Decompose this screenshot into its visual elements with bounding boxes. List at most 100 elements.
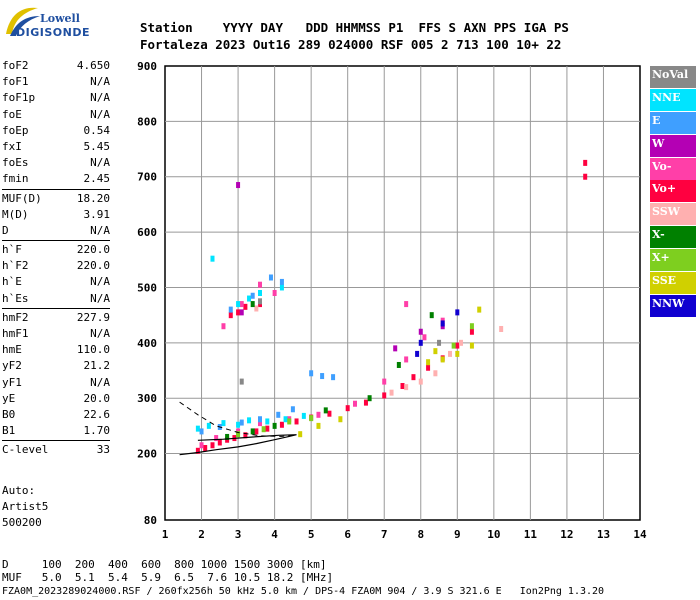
- logo-text-lowell: Lowell: [40, 12, 80, 25]
- data-point-vo-: [411, 374, 416, 381]
- data-point-x-: [261, 426, 266, 433]
- distance-row: D 100 200 400 600 800 1000 1500 3000 [km…: [2, 558, 327, 571]
- y-tick-label: 800: [137, 115, 157, 128]
- parameter-row: foF2 4.650: [2, 58, 110, 74]
- parameter-value: 5.45: [83, 139, 111, 153]
- legend-item-nne: NNE: [650, 88, 696, 111]
- data-point-vo-: [265, 425, 270, 432]
- x-tick-label: 7: [381, 528, 388, 541]
- data-point-sse: [469, 342, 474, 349]
- legend-item-sse: SSE: [650, 272, 696, 295]
- data-point-vo-: [294, 418, 299, 425]
- parameter-row: C-level 33: [2, 442, 110, 458]
- data-point-vo-: [400, 383, 405, 390]
- header-line-values: Fortaleza 2023 Out16 289 024000 RSF 005 …: [140, 37, 562, 52]
- data-point-sse: [426, 359, 431, 366]
- parameter-name: foEp: [2, 123, 29, 137]
- parameter-name: M(D): [2, 207, 29, 221]
- parameter-name: foF2: [2, 59, 29, 72]
- data-point-x-: [469, 323, 474, 330]
- parameter-value: 1.70: [83, 424, 111, 438]
- data-point-x-: [250, 428, 255, 435]
- data-point-ssw: [254, 305, 259, 312]
- x-tick-label: 9: [454, 528, 461, 541]
- muf-row: MUF 5.0 5.1 5.4 5.9 6.5 7.6 10.5 18.2 [M…: [2, 571, 334, 584]
- parameter-value: N/A: [90, 75, 110, 89]
- parameter-name: hmF2: [2, 310, 29, 324]
- data-point-nne: [210, 255, 215, 262]
- parameter-separator: [2, 240, 110, 242]
- y-tick-label: 500: [137, 281, 157, 294]
- parameter-row: h`F2 220.0: [2, 258, 110, 274]
- parameter-separator: [2, 188, 110, 190]
- parameter-value: 0.54: [83, 123, 111, 137]
- data-point-vo-: [353, 400, 357, 407]
- data-point-vo-: [217, 439, 222, 446]
- parameter-name: hmE: [2, 343, 22, 357]
- x-tick-label: 11: [524, 528, 538, 541]
- legend-item-vo-: Vo+: [650, 180, 696, 203]
- y-tick-label: 80: [144, 514, 157, 527]
- parameter-name: yF2: [2, 359, 22, 373]
- data-point-e: [199, 428, 204, 435]
- legend-item-x-: X+: [650, 249, 696, 272]
- parameter-value: 22.6: [83, 407, 111, 421]
- data-point-vo-: [583, 159, 588, 166]
- data-point-vo-: [363, 399, 368, 406]
- data-point-nnw: [440, 320, 445, 327]
- parameter-row: yF1 N/A: [2, 375, 110, 391]
- data-point-x-: [367, 395, 372, 402]
- data-point-nnw: [418, 339, 423, 346]
- data-point-nne: [279, 284, 284, 291]
- code-label: 500200: [2, 516, 42, 529]
- x-tick-label: 10: [487, 528, 500, 541]
- legend-item-e: E: [650, 111, 696, 134]
- parameter-value: 21.2: [83, 359, 111, 373]
- parameter-value: N/A: [90, 275, 110, 289]
- artist-label: Artist5: [2, 500, 49, 513]
- data-point-vo-: [404, 301, 409, 308]
- logo-text-digisonde: DIGISONDE: [16, 26, 90, 39]
- data-point-e: [228, 306, 233, 313]
- parameter-row: MUF(D) 18.20: [2, 191, 110, 207]
- parameter-row: B1 1.70: [2, 423, 110, 439]
- data-point-e: [279, 278, 284, 285]
- parameter-name: h`F: [2, 243, 22, 257]
- parameter-separator: [2, 440, 110, 442]
- x-tick-label: 3: [235, 528, 242, 541]
- data-point-nne: [301, 412, 306, 419]
- data-point-vo-: [195, 447, 200, 454]
- data-point-x-: [429, 312, 434, 319]
- x-tick-label: 13: [597, 528, 610, 541]
- legend: NoVal NNE E W Vo- Vo+ SSW X- X+ SSE NNW: [650, 66, 696, 318]
- parameter-name: h`F2: [2, 259, 29, 273]
- x-tick-label: 12: [560, 528, 573, 541]
- data-point-ssw: [458, 339, 463, 346]
- data-point-sse: [455, 350, 460, 357]
- data-point-nne: [206, 422, 211, 429]
- data-point-vo-: [316, 411, 321, 418]
- parameter-row: foF1p N/A: [2, 90, 110, 106]
- parameter-value: N/A: [90, 375, 110, 389]
- data-point-e: [258, 416, 262, 423]
- data-point-vo-: [469, 328, 474, 335]
- data-point-vo-: [210, 442, 215, 449]
- parameter-value: N/A: [90, 223, 110, 237]
- parameter-name: foF1p: [2, 91, 36, 105]
- parameter-row: foEp 0.54: [2, 123, 110, 139]
- data-point-ssw: [389, 389, 394, 396]
- data-point-vo-: [272, 290, 277, 296]
- parameter-row: fmin 2.45: [2, 171, 110, 187]
- parameter-value: 220.0: [76, 259, 110, 273]
- data-point-x-: [309, 415, 314, 422]
- parameter-row: hmF2 227.9: [2, 310, 110, 326]
- parameter-row: yF2 21.2: [2, 358, 110, 374]
- data-point-x-: [272, 422, 277, 429]
- data-point-x-: [396, 361, 401, 368]
- data-point-vo-: [243, 303, 248, 310]
- parameter-name: yF1: [2, 375, 22, 389]
- data-point-nne: [195, 425, 200, 432]
- data-point-vo-: [426, 364, 431, 371]
- data-point-nne: [247, 295, 252, 302]
- data-point-e: [290, 406, 295, 413]
